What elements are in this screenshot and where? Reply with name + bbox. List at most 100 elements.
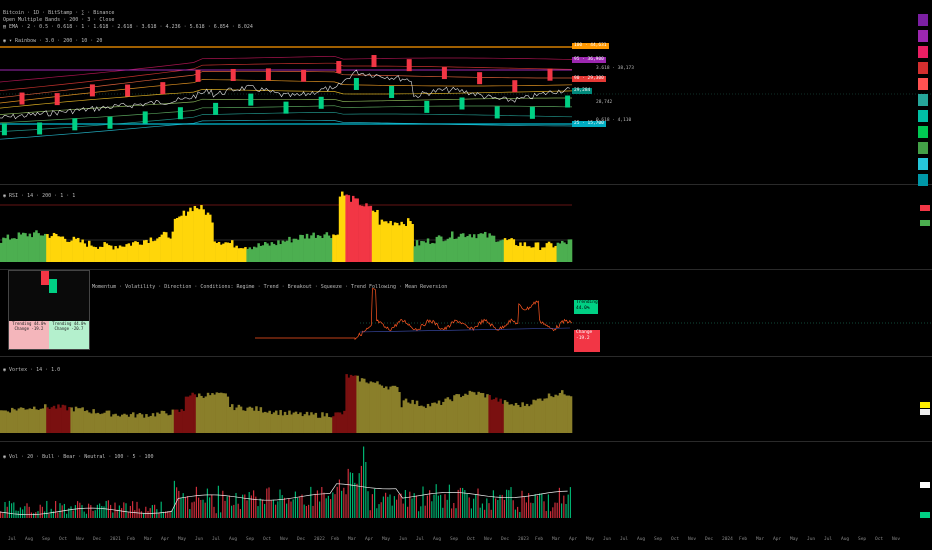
vortex-pane[interactable]: ◉ Vortex · 14 · 1.0: [0, 357, 932, 441]
volume-bar: [255, 496, 257, 518]
rsi-bar: [442, 241, 445, 262]
volume-bar: [125, 503, 127, 518]
vortex-bar: [2, 410, 5, 433]
vortex-bar: [433, 402, 436, 433]
vortex-bar: [15, 410, 18, 433]
vortex-bar: [440, 404, 443, 433]
regime-legend: Momentum · Volatility · Direction · Cond…: [92, 284, 448, 290]
time-axis-label: 2022: [314, 537, 325, 542]
vortex-bar: [402, 400, 406, 433]
vortex-bar: [259, 407, 263, 433]
vortex-bar: [244, 410, 247, 433]
volume-bar: [470, 508, 473, 518]
rsi-bar: [125, 244, 128, 262]
pane-separator-1[interactable]: [0, 184, 932, 185]
volume-bar: [464, 490, 466, 518]
band-line-2: [0, 70, 572, 98]
volume-bar: [33, 513, 35, 518]
volume-bar: [116, 509, 118, 518]
rsi-bar: [519, 242, 522, 262]
rsi-bar: [187, 211, 190, 262]
volume-bar: [77, 501, 79, 518]
volume-bar: [323, 492, 325, 518]
vortex-bar: [103, 412, 106, 433]
vortex-bar: [292, 412, 296, 433]
time-axis-label: Jul: [824, 537, 833, 542]
vortex-bar: [556, 395, 560, 433]
vortex-bar: [96, 412, 100, 433]
vortex-bar: [503, 400, 507, 433]
vortex-bar: [6, 411, 10, 433]
rsi-bar: [244, 247, 247, 262]
volume-bar: [74, 505, 77, 518]
volume-bar: [330, 499, 332, 518]
volume-bar: [180, 497, 182, 518]
volume-bar: [103, 506, 105, 518]
regime-chart-svg[interactable]: [0, 270, 932, 356]
vortex-bar: [550, 396, 553, 433]
volume-chart-svg[interactable]: [0, 442, 932, 534]
volume-bar: [451, 508, 453, 518]
vortex-bar: [356, 375, 359, 433]
vortex-bar: [121, 414, 124, 433]
vortex-bar: [213, 394, 216, 433]
volume-bar: [316, 490, 319, 518]
vortex-bar: [468, 390, 472, 433]
vortex-bar: [369, 381, 373, 433]
legend-line-2: Open Multiple Bands · 200 · 3 · Close: [3, 17, 115, 23]
vortex-bar: [382, 387, 386, 433]
volume-bar: [118, 505, 121, 518]
rsi-bar: [462, 233, 465, 262]
volume-bar: [206, 488, 209, 518]
vortex-bar: [376, 381, 379, 433]
rsi-chart-svg[interactable]: [0, 185, 932, 269]
pane-separator-2[interactable]: [0, 269, 932, 270]
rsi-bar: [352, 195, 355, 262]
rsi-pane[interactable]: ◉ RSI · 14 · 200 · 1 · 1: [0, 185, 932, 269]
pane-separator-4[interactable]: [0, 441, 932, 442]
vortex-bar: [404, 398, 408, 433]
volume-bar: [532, 503, 534, 518]
volume-bar: [158, 512, 160, 518]
volume-bar: [297, 497, 299, 518]
volume-bar: [541, 493, 543, 518]
volume-bar: [547, 494, 550, 518]
vortex-bar: [310, 412, 313, 433]
rsi-bar: [22, 232, 25, 262]
volume-bar: [44, 511, 46, 518]
rsi-bar: [374, 212, 377, 262]
time-axis[interactable]: Jul Aug Sep Oct Nov Dec 2021 Feb Mar Apr May Jun Jul…: [0, 534, 932, 550]
rsi-bar: [431, 242, 434, 262]
price-scale-chip: [918, 110, 928, 122]
rsi-bar: [143, 240, 146, 262]
vortex-bar: [299, 412, 302, 433]
rsi-bar: [433, 243, 436, 262]
volume-bar: [343, 487, 345, 518]
volume-bar: [277, 501, 279, 518]
rsi-bar: [6, 234, 10, 262]
time-axis-label: Dec: [297, 537, 306, 542]
rsi-bar: [514, 245, 518, 262]
table-cell-a-bot: Change -19.2: [14, 326, 44, 331]
regime-pane[interactable]: Momentum · Volatility · Direction · Cond…: [0, 270, 932, 356]
volume-bar: [288, 498, 290, 518]
volume-bar: [217, 485, 220, 518]
rsi-bar: [517, 246, 520, 262]
vortex-bar: [184, 396, 188, 433]
pane-separator-3[interactable]: [0, 356, 932, 357]
volume-bar: [253, 490, 255, 518]
price-pane[interactable]: Bitcoin · 1D · BitStamp · ∑ · Binance Op…: [0, 0, 932, 183]
volume-bar: [72, 510, 74, 518]
volume-pane[interactable]: ◉ Vol · 20 · Bull · Bear · Neutral · 100…: [0, 442, 932, 534]
regime-tag-red: Change -19.2: [574, 330, 600, 352]
signal-up: [213, 102, 219, 115]
volume-bar: [52, 511, 55, 518]
table-header-bar: [41, 271, 49, 285]
vortex-bar: [50, 407, 54, 433]
rsi-bar: [266, 243, 269, 262]
vortex-chart-svg[interactable]: [0, 357, 932, 441]
rsi-bar: [495, 241, 498, 262]
volume-bar: [46, 500, 48, 518]
price-chart-svg[interactable]: [0, 0, 932, 183]
volume-bar: [66, 513, 68, 518]
